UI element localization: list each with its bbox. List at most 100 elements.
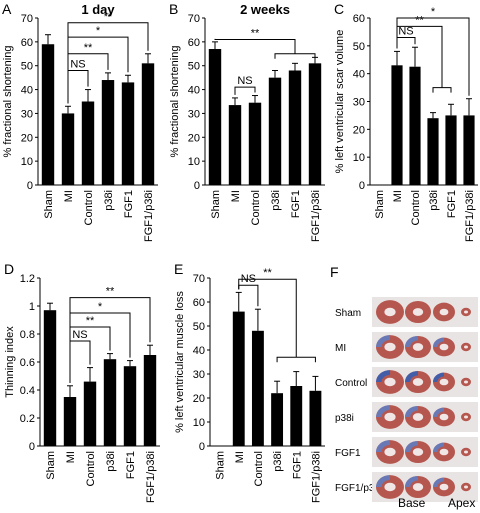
error-bar — [212, 41, 218, 50]
x-tick-label: FGF1/p38i — [145, 451, 157, 503]
x-tick-label: FGF1/p38i — [464, 190, 476, 242]
x-tick-label: FGF1/p38i — [143, 190, 155, 242]
lumen — [412, 483, 424, 491]
scar — [376, 370, 390, 382]
bracket — [238, 284, 259, 307]
significance: ** — [415, 14, 424, 26]
row-label: Control — [335, 378, 367, 389]
error-bar — [292, 62, 298, 71]
bar — [391, 65, 403, 185]
bracket — [396, 17, 470, 96]
significance: * — [98, 301, 103, 313]
bar — [41, 44, 55, 185]
x-tick-label: FGF1 — [290, 190, 302, 218]
bracket — [69, 340, 91, 383]
y-tick-label: 20 — [193, 393, 205, 405]
x-tick-label: Control — [410, 190, 422, 225]
x-tick-label: FGF1 — [291, 451, 303, 479]
bar — [288, 70, 302, 185]
bracket — [234, 86, 256, 95]
error-bar — [254, 308, 261, 331]
y-axis-label: % fractional shortening — [2, 46, 14, 158]
error-bar — [145, 53, 151, 64]
significance: * — [96, 25, 101, 37]
error-bar — [105, 72, 111, 81]
bar — [83, 381, 97, 446]
lumen — [412, 308, 424, 316]
error-bar — [125, 74, 131, 83]
y-tick-label: 30 — [353, 97, 365, 109]
error-bar — [394, 50, 400, 66]
panel-label: B — [169, 1, 178, 17]
row-label: Sham — [335, 308, 361, 319]
bracket — [69, 312, 131, 383]
lumen — [384, 447, 396, 457]
significance: NS — [70, 58, 85, 70]
row-label: FGF1 — [335, 448, 361, 459]
bar — [463, 115, 475, 185]
y-tick-label: 10 — [353, 152, 365, 164]
error-bar — [47, 302, 53, 311]
lumen — [439, 308, 449, 316]
error-bar — [412, 46, 418, 67]
x-tick-label: Sham — [210, 190, 222, 219]
scar — [433, 407, 444, 417]
y-tick-label: 0.4 — [20, 385, 35, 397]
y-tick-label: 60 — [21, 37, 33, 49]
bar — [81, 101, 95, 185]
x-tick-label: FGF1 — [123, 190, 135, 218]
error-bar — [85, 89, 91, 102]
y-tick-label: 40 — [193, 345, 205, 357]
y-axis-label: % left ventricular scar volume — [334, 30, 346, 174]
significance: * — [431, 6, 436, 18]
lumen — [412, 343, 424, 351]
y-tick-label: 0.6 — [20, 357, 35, 369]
y-tick-label: 40 — [353, 69, 365, 81]
y-tick-label: 0 — [359, 180, 365, 192]
scar — [433, 337, 444, 347]
significance: ** — [106, 286, 115, 298]
significance: NS — [237, 75, 252, 87]
x-tick-label: p38i — [103, 190, 115, 211]
x-tick-label: p38i — [105, 451, 117, 472]
x-label: Base — [398, 496, 426, 510]
bar — [309, 390, 322, 446]
error-bar — [274, 380, 281, 394]
error-bar — [448, 103, 454, 116]
x-tick-label: p38i — [428, 190, 440, 211]
group-bracket — [432, 87, 452, 93]
error-bar — [466, 98, 472, 116]
y-tick-label: 40 — [21, 85, 33, 97]
y-tick-label: 60 — [193, 297, 205, 309]
x-tick-label: Sham — [43, 190, 55, 219]
y-tick-label: 10 — [188, 156, 200, 168]
bar — [427, 118, 439, 185]
lumen — [439, 448, 449, 456]
bar — [43, 310, 57, 446]
y-tick-label: 0 — [194, 180, 200, 192]
y-tick-label: 0 — [199, 441, 205, 453]
y-tick-label: 1 — [29, 301, 35, 313]
bar — [141, 63, 155, 186]
x-tick-label: p38i — [270, 190, 282, 211]
error-bar — [65, 105, 71, 114]
bar — [409, 66, 421, 185]
error-bar — [147, 344, 153, 355]
x-tick-label: Control — [83, 190, 95, 225]
bracket — [238, 278, 297, 358]
panel-label: A — [2, 1, 12, 17]
lumen — [464, 310, 468, 314]
error-bar — [293, 371, 300, 386]
bar — [123, 366, 137, 446]
y-tick-label: 60 — [353, 13, 365, 25]
row-label: MI — [335, 343, 346, 354]
y-tick-label: 0.2 — [20, 413, 35, 425]
error-bar — [107, 353, 113, 360]
x-tick-label: FGF1 — [125, 451, 137, 479]
y-tick-label: 50 — [193, 321, 205, 333]
error-bar — [430, 112, 436, 119]
scar — [405, 335, 418, 347]
x-tick-label: Sham — [374, 190, 386, 219]
x-tick-label: Control — [85, 451, 97, 486]
y-tick-label: 10 — [193, 417, 205, 429]
